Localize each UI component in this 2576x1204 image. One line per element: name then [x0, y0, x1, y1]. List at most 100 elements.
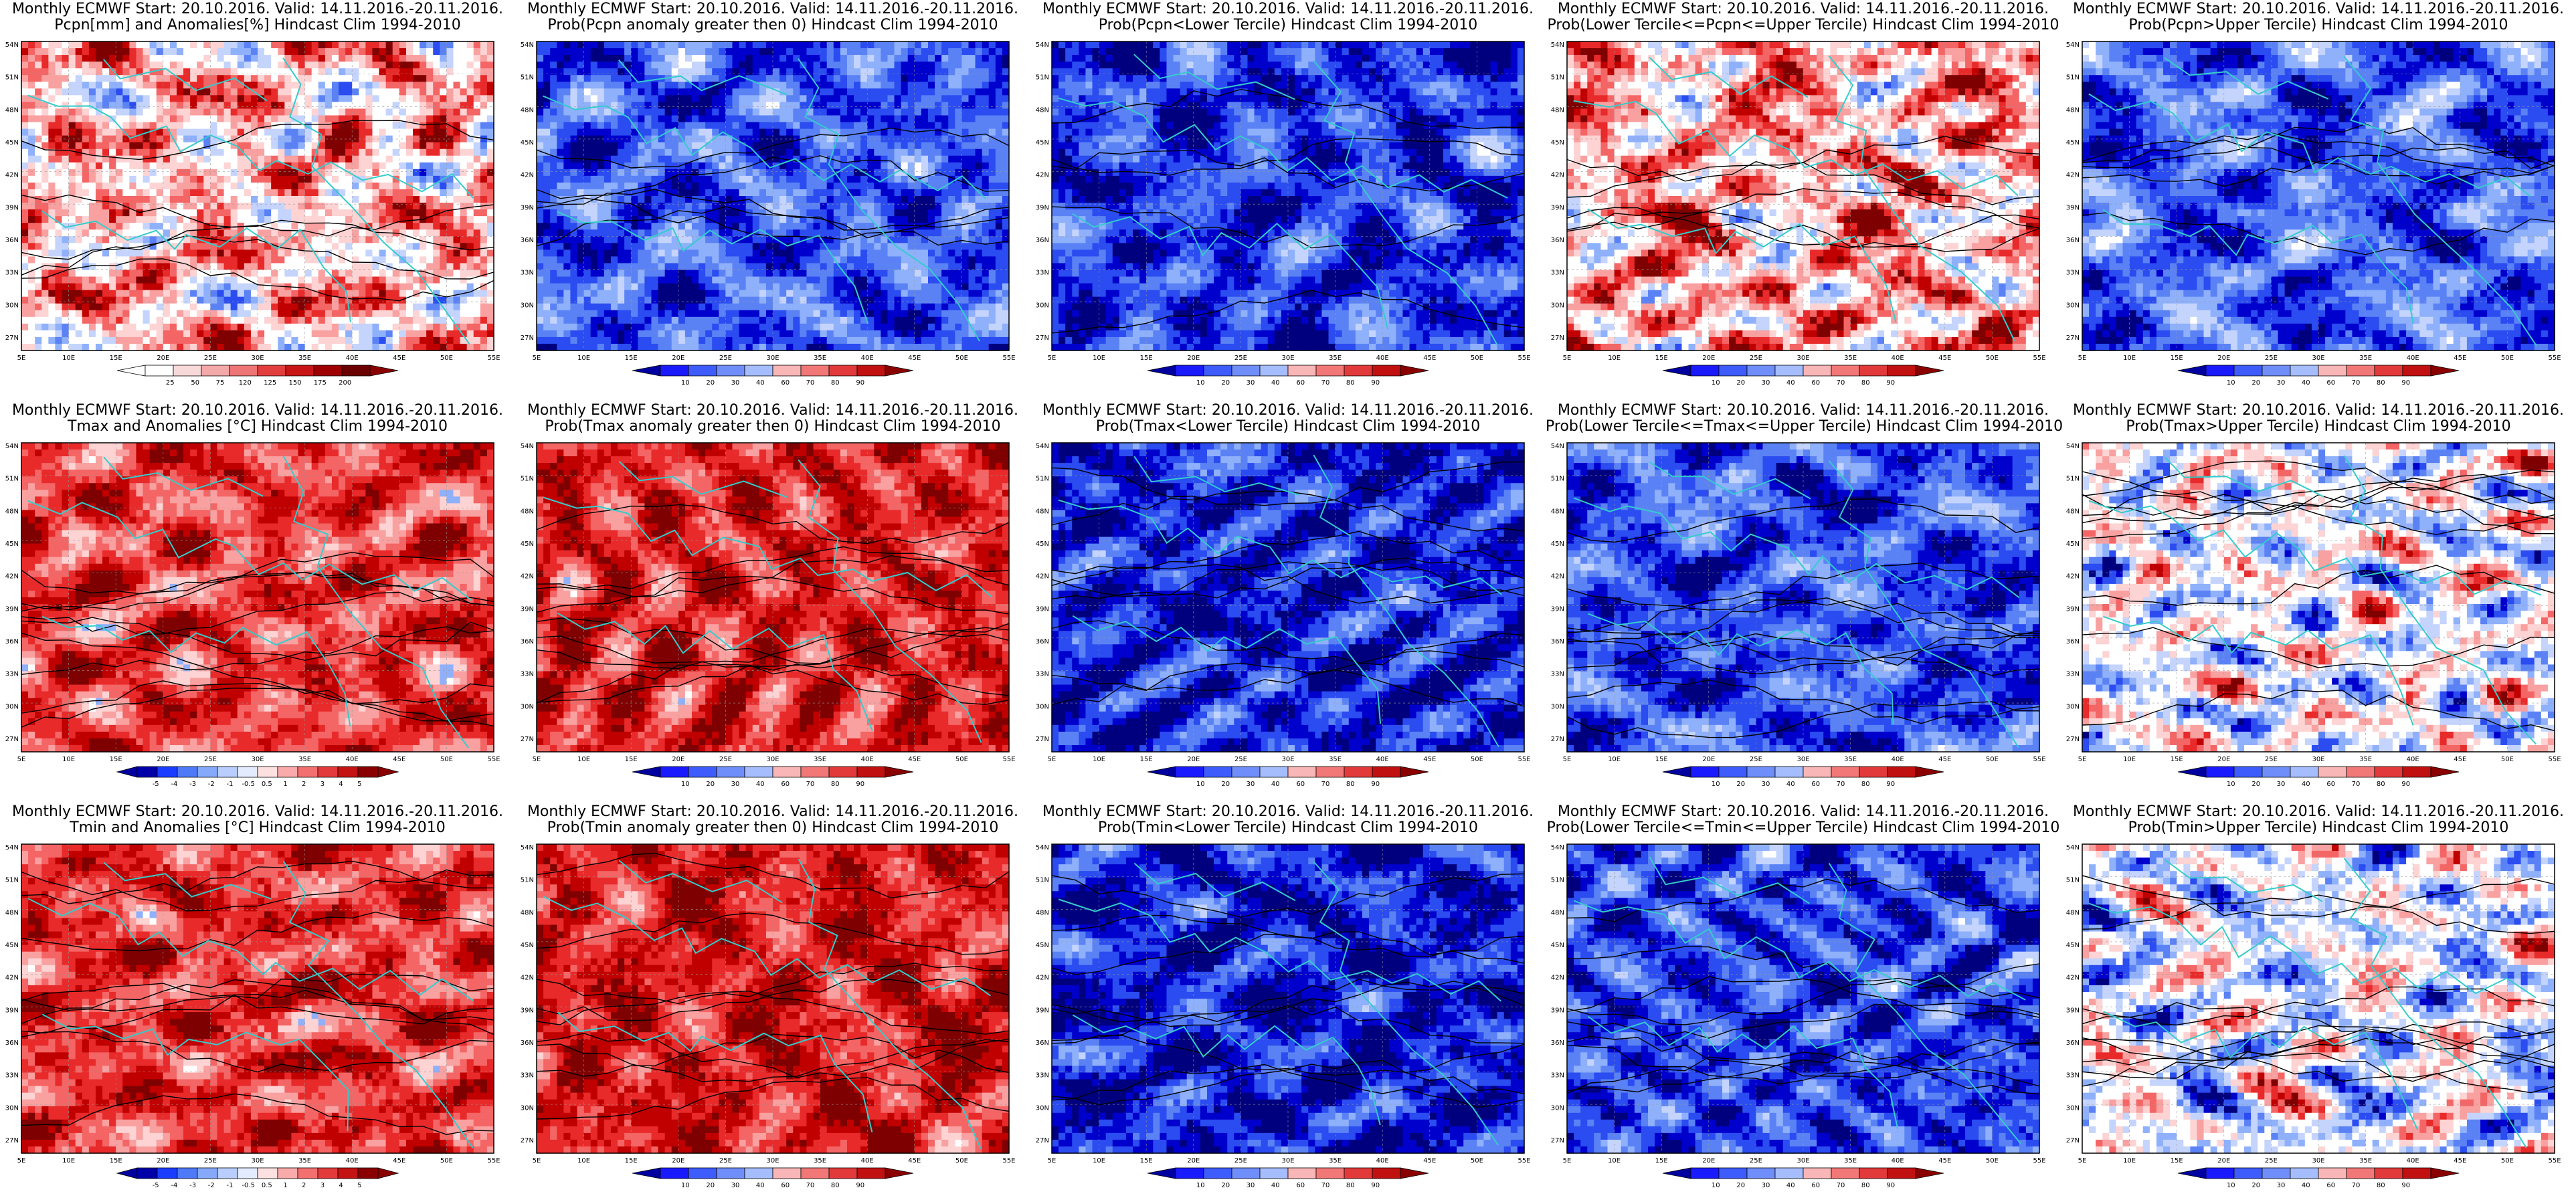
colorbar-tick-label: 175 [314, 379, 327, 387]
colorbar-swatch [1372, 365, 1401, 377]
lon-label-35e: 35E [814, 1157, 826, 1165]
colorbar-tick-label: 80 [2377, 781, 2385, 788]
panel-title-line1: Monthly ECMWF Start: 20.10.2016. Valid: … [0, 403, 515, 419]
latitude-labels: 54N 51N 48N 45N 42N 39N 36N 33N 30N 27N [2066, 443, 2080, 743]
colorbar-swatch [1803, 766, 1832, 778]
colorbar-swatch [136, 766, 158, 778]
colorbar-low-arrow [116, 1167, 138, 1179]
colorbar-swatch [1203, 766, 1232, 778]
lat-label-42n: 42N [521, 172, 534, 179]
coastlines [543, 858, 991, 1149]
colorbar-swatch [2233, 365, 2263, 377]
colorbar-swatch [2346, 365, 2375, 377]
contour-lines [21, 860, 494, 1135]
colorbar-tick-label: 50 [191, 379, 199, 387]
colorbar-swatch [716, 766, 745, 778]
lat-label-39n: 39N [1036, 605, 1049, 613]
lat-label-48n: 48N [5, 909, 19, 916]
colorbar-tick-label: 25 [166, 379, 175, 387]
contour-lines [536, 127, 1010, 247]
colorbar-high-arrow [885, 365, 914, 377]
map-frame [21, 41, 494, 351]
lat-label-33n: 33N [521, 671, 534, 678]
latitude-labels: 54N 51N 48N 45N 42N 39N 36N 33N 30N 27N [521, 844, 534, 1144]
lat-label-30n: 30N [521, 302, 534, 309]
colorbar-tick-label: -2 [208, 781, 215, 788]
lat-label-33n: 33N [521, 270, 534, 277]
colorbar-tick-label: 30 [1762, 1182, 1770, 1189]
panel-title-line1: Monthly ECMWF Start: 20.10.2016. Valid: … [1546, 1, 2061, 17]
colorbar-tick-label: -3 [189, 781, 196, 788]
lon-label-30e: 30E [766, 756, 779, 763]
lon-label-55e: 55E [2033, 756, 2045, 763]
lat-label-27n: 27N [1036, 334, 1049, 342]
colorbar-swatch [1803, 1167, 1832, 1179]
lon-label-5e: 5E [17, 756, 26, 763]
colorbar-swatch [1887, 1167, 1916, 1179]
lat-label-39n: 39N [5, 204, 19, 211]
colorbar-tick-label: -0.5 [242, 1182, 255, 1189]
panel-title-line2: Prob(Pcpn>Upper Tercile) Hindcast Clim 1… [2061, 17, 2576, 33]
lat-label-39n: 39N [521, 204, 534, 211]
colorbar-tick-label: 0.5 [262, 781, 272, 788]
colorbar-tick-label: 40 [756, 781, 765, 788]
latitude-labels: 54N 51N 48N 45N 42N 39N 36N 33N 30N 27N [1036, 844, 1049, 1144]
colorbar-tick-label: 10 [1712, 379, 1720, 387]
colorbar-tick-label: 10 [1196, 379, 1205, 387]
map-frame [536, 41, 1010, 351]
map-frame [1051, 41, 1525, 351]
lon-label-45e: 45E [908, 756, 921, 763]
colorbar-tick-label: 20 [2251, 379, 2260, 387]
lon-label-45e: 45E [908, 355, 921, 362]
colorbar-tick-label: 30 [731, 781, 740, 788]
colorbar-tick-label: 20 [1221, 379, 1230, 387]
map-panel-prob-pcpn-gt0: Monthly ECMWF Start: 20.10.2016. Valid: … [515, 0, 1030, 401]
lat-label-54n: 54N [1551, 844, 1564, 851]
colorbar-tick-labels: -5 -4 -3 -2 -1 -0.5 0.5 1 2 3 4 5 [153, 1182, 362, 1189]
lon-label-40e: 40E [861, 756, 874, 763]
lon-label-15e: 15E [2171, 355, 2183, 362]
lon-label-55e: 55E [1002, 756, 1015, 763]
lat-label-36n: 36N [1036, 1039, 1049, 1047]
colorbar-swatch [1344, 1167, 1373, 1179]
colorbar-tick-label: 70 [1837, 781, 1845, 788]
colorbar-tick-labels: 10 20 30 40 60 70 80 90 [681, 781, 864, 788]
lat-label-33n: 33N [1036, 270, 1049, 277]
colorbar-swatch [2290, 766, 2319, 778]
colorbar-tick-labels: 10 20 30 40 60 70 80 90 [1196, 379, 1380, 387]
colorbar-swatch [744, 365, 773, 377]
latitude-labels: 54N 51N 48N 45N 42N 39N 36N 33N 30N 27N [2066, 41, 2080, 342]
colorbar-swatch [217, 766, 238, 778]
colorbar-swatch [177, 766, 198, 778]
colorbar-tick-label: 70 [806, 781, 815, 788]
lat-label-30n: 30N [1551, 1104, 1564, 1112]
lon-label-55e: 55E [2548, 1157, 2561, 1165]
colorbar-high-arrow [377, 1167, 399, 1179]
colorbar-swatch [1344, 766, 1373, 778]
lon-label-30e: 30E [1797, 756, 1809, 763]
lon-label-45e: 45E [2454, 756, 2466, 763]
colorbar-tick-label: -0.5 [242, 781, 255, 788]
colorbar-tick-label: 40 [2302, 1182, 2310, 1189]
lon-label-50e: 50E [955, 756, 968, 763]
lon-label-40e: 40E [1376, 1157, 1389, 1165]
lat-label-54n: 54N [2066, 844, 2080, 851]
colorbar-high-arrow [885, 1167, 914, 1179]
contour-lines [1051, 873, 1525, 1108]
colorbar-tick-label: 80 [2377, 1182, 2385, 1189]
lat-label-27n: 27N [1036, 736, 1049, 743]
latitude-labels: 54N 51N 48N 45N 42N 39N 36N 33N 30N 27N [1036, 41, 1049, 342]
colorbar-tick-label: 1 [283, 781, 287, 788]
colorbar-swatch [1774, 766, 1804, 778]
colorbar-swatch [1887, 365, 1916, 377]
lon-label-20e: 20E [2217, 1157, 2230, 1165]
colorbar-swatch [277, 1167, 298, 1179]
colorbar: 10 20 30 40 60 70 80 90 [632, 365, 914, 387]
lat-label-51n: 51N [1551, 74, 1564, 82]
colorbar-tick-label: 90 [856, 1182, 864, 1189]
colorbar-tick-label: 120 [239, 379, 252, 387]
colorbar-swatch [2402, 1167, 2431, 1179]
lat-label-54n: 54N [1551, 41, 1564, 49]
colorbar-tick-label: 80 [1346, 379, 1355, 387]
lon-label-25e: 25E [2265, 756, 2278, 763]
